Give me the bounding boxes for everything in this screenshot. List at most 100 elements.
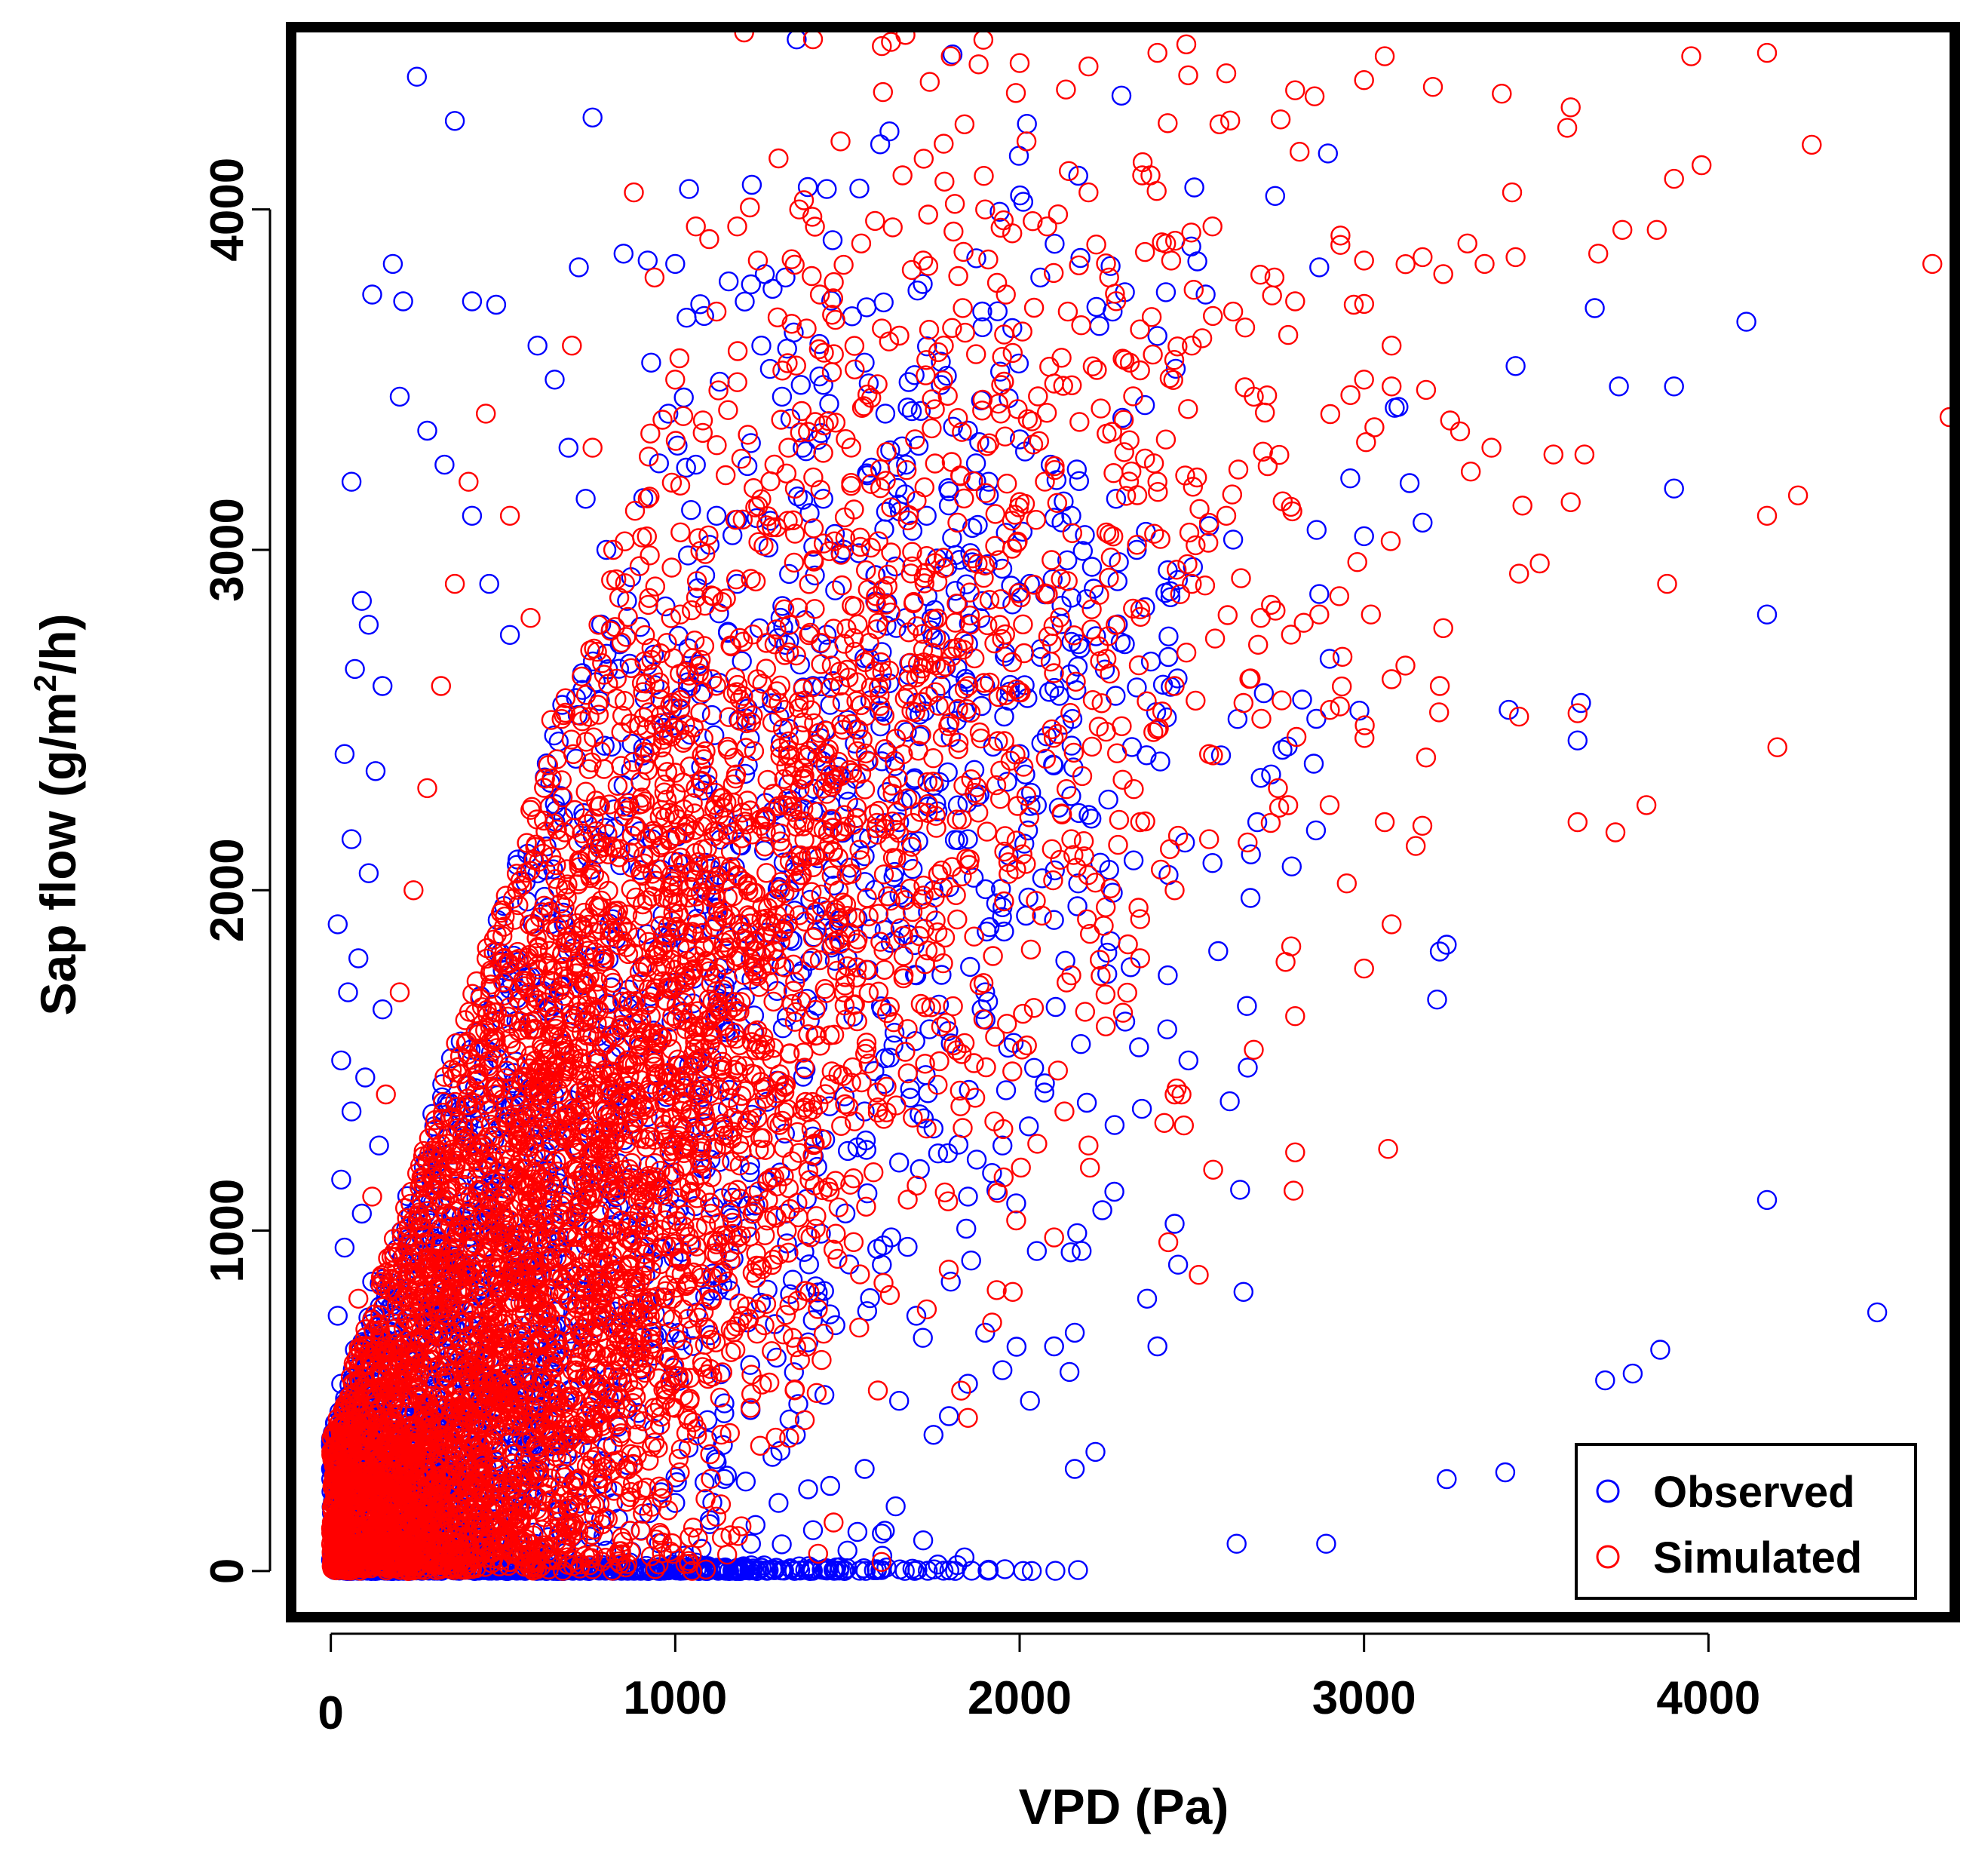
observed-point	[875, 404, 896, 424]
observed-point	[1051, 595, 1072, 616]
observed-point	[718, 1097, 738, 1119]
observed-point	[1208, 941, 1229, 962]
observed-point	[756, 1560, 776, 1581]
observed-point	[389, 386, 410, 407]
observed-point	[924, 1559, 944, 1579]
observed-point	[928, 1554, 948, 1575]
observed-point	[879, 673, 900, 694]
observed-point	[1115, 634, 1135, 655]
observed-point	[1123, 850, 1144, 870]
observed-point	[1044, 1336, 1064, 1357]
observed-point	[1064, 1459, 1085, 1479]
observed-point	[772, 1018, 793, 1039]
observed-point	[1164, 1214, 1185, 1234]
observed-point	[1043, 754, 1063, 775]
observed-point	[961, 1250, 981, 1271]
observed-point	[714, 1393, 735, 1413]
observed-point	[582, 107, 603, 128]
observed-point	[814, 1385, 835, 1405]
observed-point	[348, 948, 369, 968]
observed-point	[975, 982, 996, 1002]
observed-point	[1210, 745, 1232, 766]
observed-point	[1013, 1561, 1033, 1582]
observed-point	[1437, 1469, 1457, 1490]
observed-point	[1413, 512, 1433, 533]
observed-point	[766, 1347, 787, 1368]
observed-point	[956, 574, 977, 594]
observed-point	[916, 336, 937, 357]
observed-point	[904, 1561, 925, 1581]
observed-point	[1155, 282, 1177, 302]
observed-point	[334, 1237, 355, 1258]
observed-point	[1303, 754, 1324, 774]
observed-point	[901, 401, 922, 422]
observed-point	[997, 772, 1017, 792]
simulated-point	[566, 1360, 587, 1380]
observed-point	[741, 433, 761, 453]
observed-point	[772, 596, 793, 616]
observed-point	[369, 1135, 389, 1156]
observed-point	[417, 420, 437, 441]
observed-point	[740, 1355, 760, 1375]
observed-point	[958, 1186, 978, 1207]
observed-point	[906, 1306, 927, 1326]
observed-point	[880, 932, 901, 953]
observed-point	[803, 1146, 824, 1167]
observed-point	[780, 1284, 800, 1305]
observed-point	[558, 437, 578, 458]
observed-point	[341, 829, 362, 849]
observed-point	[975, 1322, 996, 1343]
observed-point	[847, 1521, 868, 1542]
observed-point	[358, 615, 379, 635]
observed-point	[757, 1279, 778, 1300]
observed-point	[1158, 626, 1179, 646]
observed-point	[938, 1406, 959, 1426]
observed-point	[971, 695, 992, 717]
observed-point	[751, 336, 772, 356]
observed-point	[902, 1558, 923, 1579]
observed-point	[1309, 584, 1330, 604]
observed-point	[879, 121, 900, 142]
simulated-point	[581, 1457, 601, 1478]
observed-point	[644, 675, 665, 695]
observed-point	[641, 352, 661, 373]
observed-point	[870, 716, 891, 737]
observed-point	[1585, 298, 1605, 318]
observed-point	[1160, 587, 1181, 607]
observed-point	[978, 485, 999, 505]
observed-point	[569, 257, 589, 278]
observed-point	[885, 1496, 906, 1517]
observed-point	[987, 301, 1008, 321]
observed-point	[747, 508, 767, 529]
observed-point	[857, 1183, 878, 1204]
observed-point	[992, 907, 1012, 928]
observed-point	[854, 352, 875, 373]
observed-point	[355, 1067, 376, 1088]
observed-point	[1071, 1241, 1092, 1261]
observed-point	[1055, 950, 1075, 971]
observed-point	[1068, 1560, 1088, 1580]
observed-point	[871, 751, 892, 772]
observed-point	[1158, 965, 1178, 986]
observed-point	[884, 1022, 905, 1043]
observed-point	[1111, 85, 1132, 106]
observed-point	[745, 1515, 765, 1536]
observed-point	[888, 1153, 910, 1173]
observed-point	[954, 1547, 975, 1568]
observed-point	[1202, 852, 1223, 873]
observed-point	[735, 1471, 756, 1492]
observed-point	[479, 573, 499, 594]
observed-point	[992, 1135, 1013, 1156]
observed-point	[1076, 1092, 1097, 1113]
observed-point	[780, 408, 801, 429]
observed-point	[719, 1280, 741, 1301]
observed-point	[825, 580, 845, 600]
observed-point	[690, 294, 710, 315]
observed-point	[1045, 996, 1066, 1018]
observed-point	[837, 1540, 857, 1561]
observed-point	[978, 1559, 999, 1580]
observed-point	[1354, 526, 1374, 547]
observed-point	[960, 956, 980, 978]
observed-point	[1098, 789, 1118, 810]
observed-point	[839, 1254, 860, 1275]
